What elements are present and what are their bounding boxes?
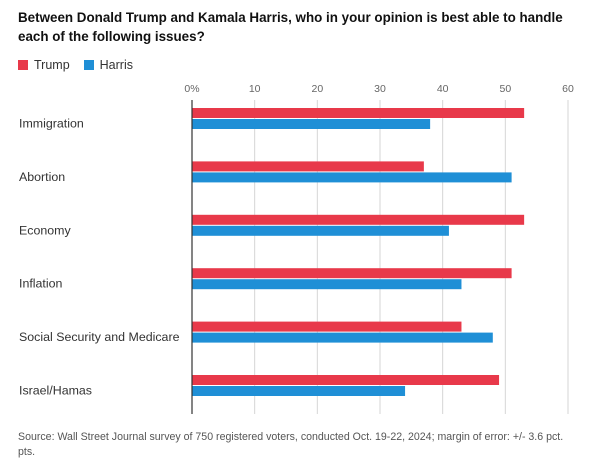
category-label: Israel/Hamas xyxy=(19,384,92,398)
x-tick-label: 40 xyxy=(437,83,449,95)
x-tick-label: 30 xyxy=(374,83,386,95)
category-label: Inflation xyxy=(19,277,63,291)
chart-title: Between Donald Trump and Kamala Harris, … xyxy=(18,10,563,44)
category-label: Abortion xyxy=(19,170,65,184)
legend-swatch-harris xyxy=(83,60,94,70)
bar-harris xyxy=(192,172,512,183)
category-label: Economy xyxy=(19,223,71,237)
legend-label-trump: Trump xyxy=(34,58,70,72)
bar-trump xyxy=(192,321,462,332)
x-tick-label: 20 xyxy=(311,83,323,95)
legend-item-harris: Harris xyxy=(83,58,133,72)
legend-item-trump: Trump xyxy=(18,58,70,72)
category-label: Immigration xyxy=(19,117,84,131)
legend: Trump Harris xyxy=(18,58,147,72)
source-note: Source: Wall Street Journal survey of 75… xyxy=(18,431,564,458)
bar-trump xyxy=(192,214,525,225)
bar-harris xyxy=(192,119,431,129)
legend-label-harris: Harris xyxy=(99,58,133,72)
x-tick-label: 10 xyxy=(249,83,261,95)
bar-trump xyxy=(192,268,512,279)
bar-harris xyxy=(192,225,449,236)
bar-harris xyxy=(192,279,462,290)
bar-harris xyxy=(192,386,406,396)
bar-trump xyxy=(192,375,500,385)
legend-swatch-trump xyxy=(18,60,28,70)
bar-trump xyxy=(192,161,424,172)
bar-trump xyxy=(192,108,525,118)
x-tick-label: 50 xyxy=(499,83,511,95)
bar-harris xyxy=(192,332,493,343)
x-tick-label: 0% xyxy=(184,83,199,95)
x-tick-label: 60 xyxy=(562,83,574,95)
category-label: Social Security and Medicare xyxy=(19,330,180,344)
